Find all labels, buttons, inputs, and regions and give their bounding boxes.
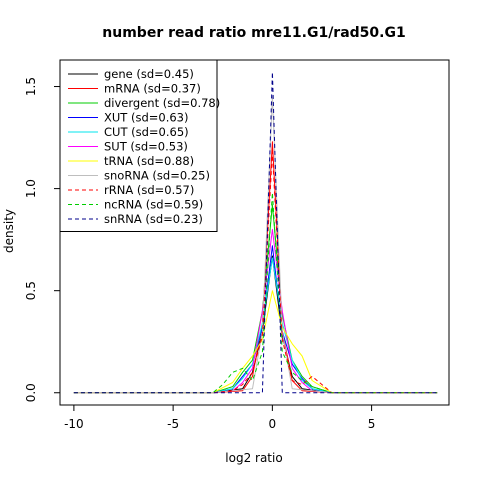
series-line-9 <box>73 151 438 394</box>
legend-label: gene (sd=0.45) <box>104 67 194 81</box>
legend-label: divergent (sd=0.78) <box>104 96 220 110</box>
legend-label: SUT (sd=0.53) <box>104 140 188 154</box>
legend: gene (sd=0.45)mRNA (sd=0.37)divergent (s… <box>59 59 220 232</box>
legend-label: snRNA (sd=0.23) <box>104 212 203 226</box>
x-tick-label: -10 <box>64 417 84 431</box>
legend-label: ncRNA (sd=0.59) <box>104 198 203 212</box>
plot-frame <box>59 59 450 406</box>
y-tick-label: 1.0 <box>24 179 38 198</box>
series-line-10 <box>73 192 438 394</box>
legend-label: snoRNA (sd=0.25) <box>104 169 210 183</box>
series-line-7 <box>73 290 438 394</box>
y-tick-label: 0.0 <box>24 383 38 402</box>
series-line-2 <box>73 141 438 394</box>
legend-label: rRNA (sd=0.57) <box>104 183 194 197</box>
y-axis-label: density <box>2 209 16 253</box>
y-tick-label: 1.5 <box>24 77 38 96</box>
plot-area: -10 -5 0 5 0.0 0.5 1.0 1.5 <box>24 59 450 431</box>
legend-label: mRNA (sd=0.37) <box>104 82 201 96</box>
x-axis-label: log2 ratio <box>225 451 282 465</box>
x-tick-label: 0 <box>269 417 277 431</box>
y-tick-label: 0.5 <box>24 281 38 300</box>
legend-label: tRNA (sd=0.88) <box>104 154 194 168</box>
legend-label: XUT (sd=0.63) <box>104 111 188 125</box>
series-line-8 <box>73 96 438 394</box>
chart-title: number read ratio mre11.G1/rad50.G1 <box>102 25 405 41</box>
x-tick-label: -5 <box>167 417 179 431</box>
legend-label: CUT (sd=0.65) <box>104 125 189 139</box>
series-line-5 <box>73 257 438 394</box>
x-tick-label: 5 <box>368 417 376 431</box>
